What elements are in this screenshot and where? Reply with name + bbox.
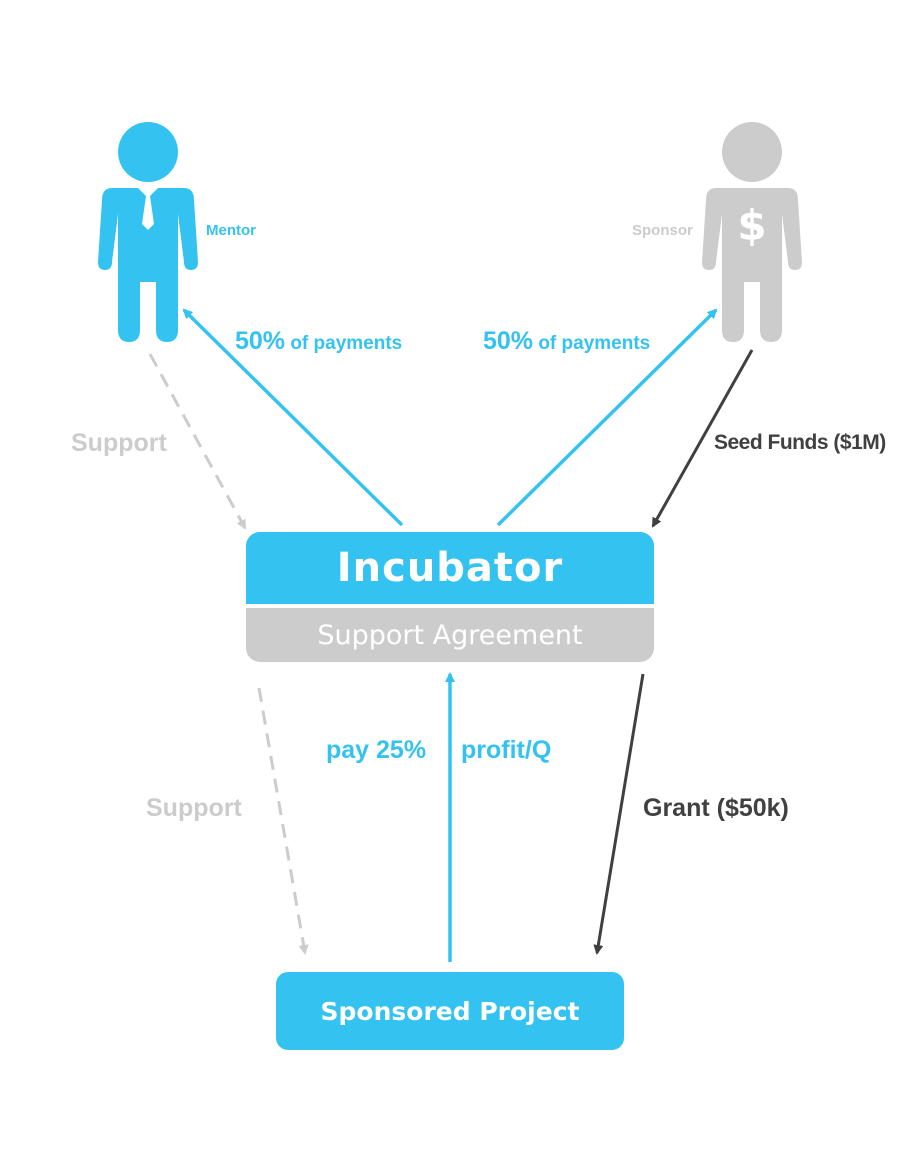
arrow-mentor-support: [148, 353, 247, 530]
edge-label-mentor-support: Support: [71, 429, 167, 457]
incubator-title: Incubator: [336, 545, 564, 591]
mentor-label: Mentor: [206, 222, 256, 239]
edge-label-project-support: Support: [146, 794, 242, 822]
person-tie-icon: [98, 122, 198, 342]
support-agreement-label: Support Agreement: [317, 619, 583, 651]
edge-label-profit-quarter: profit/Q: [461, 736, 552, 764]
incubator-header: Incubator: [246, 532, 654, 604]
arrow-grant-to-project: [593, 673, 645, 955]
edge-label-pay-percent: pay 25%: [326, 736, 427, 764]
sponsored-project-node: Sponsored Project: [276, 972, 624, 1050]
payments-text: of payments: [285, 333, 403, 354]
incubator-node: Incubator Support Agreement: [246, 532, 654, 662]
arrow-incubator-support-project: [257, 687, 309, 955]
arrow-incubator-to-mentor: [182, 308, 404, 527]
edge-label-grant: Grant ($50k): [643, 794, 789, 822]
percent-text: 50%: [483, 327, 534, 355]
sponsor-label: Sponsor: [632, 222, 693, 239]
person-dollar-icon: $: [702, 122, 802, 342]
edge-label-mentor-payments: 50% of payments: [235, 329, 402, 354]
incubator-footer: Support Agreement: [246, 608, 654, 662]
divider: [246, 604, 654, 608]
svg-text:$: $: [737, 201, 766, 250]
sponsored-project-label: Sponsored Project: [320, 996, 580, 1026]
arrow-incubator-to-sponsor: [496, 308, 718, 527]
payments-text: of payments: [533, 333, 651, 354]
edge-label-sponsor-payments: 50% of payments: [483, 329, 650, 354]
edge-label-seed-funds: Seed Funds ($1M): [714, 431, 886, 454]
arrow-sponsor-to-incubator: [651, 349, 754, 528]
percent-text: 50%: [235, 327, 286, 355]
